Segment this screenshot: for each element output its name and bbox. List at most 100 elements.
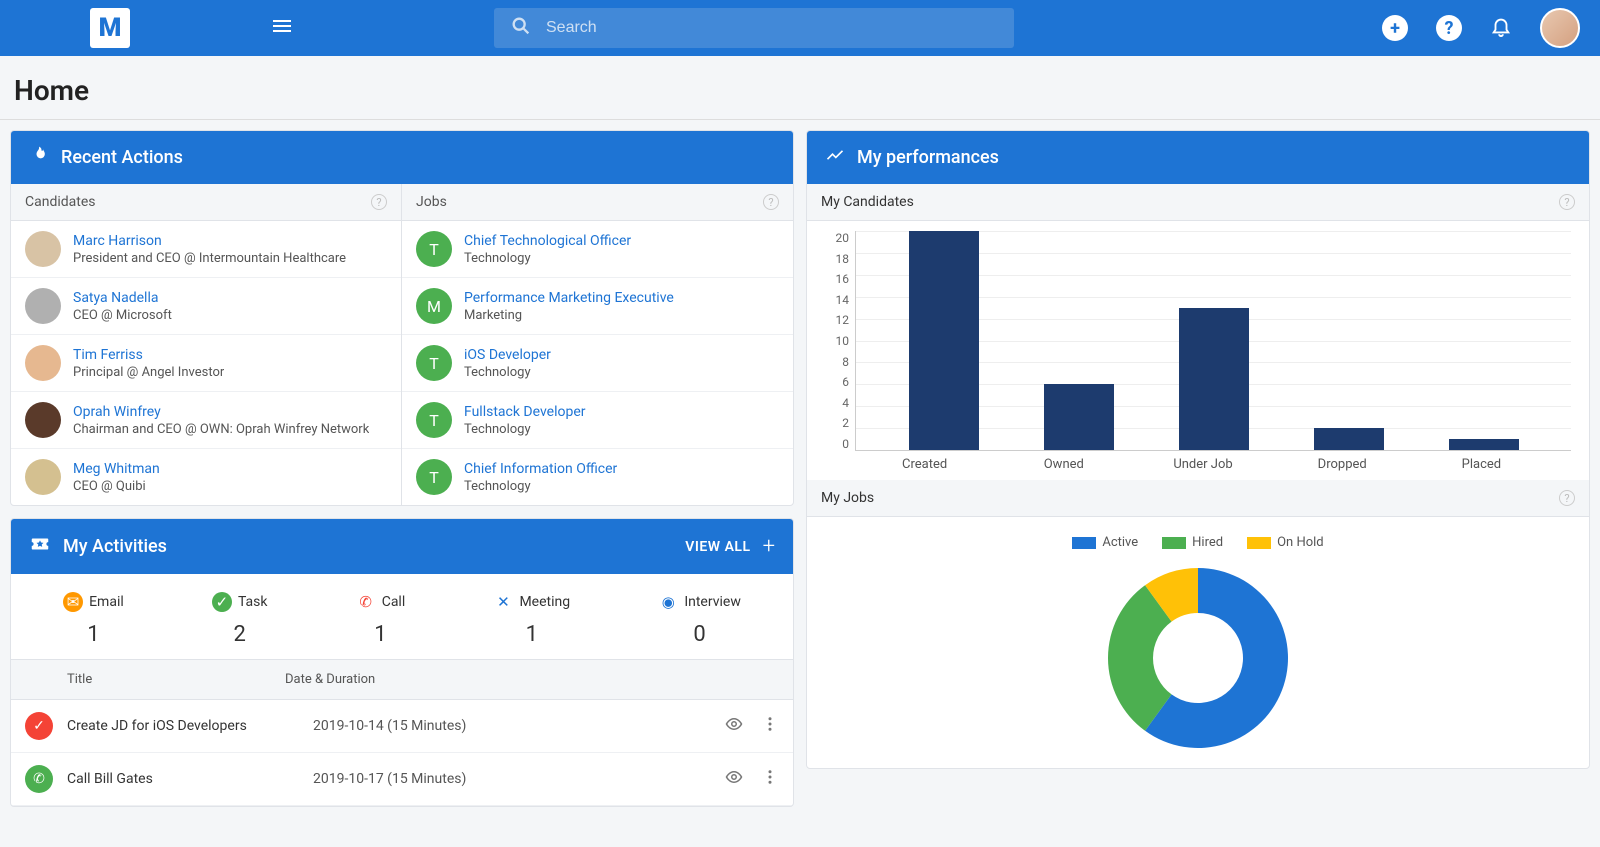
add-button[interactable]: +: [1382, 15, 1408, 41]
candidate-avatar: [25, 459, 61, 495]
view-icon[interactable]: [725, 768, 743, 790]
activities-table-header: Title Date & Duration: [11, 659, 793, 700]
candidate-row[interactable]: Marc Harrison President and CEO @ Interm…: [11, 221, 401, 278]
x-label: Dropped: [1273, 457, 1412, 472]
activity-row[interactable]: ✆ Call Bill Gates 2019-10-17 (15 Minutes…: [11, 753, 793, 806]
candidate-subtitle: CEO @ Microsoft: [73, 308, 172, 323]
column-date: Date & Duration: [285, 672, 779, 687]
candidate-row[interactable]: Meg Whitman CEO @ Quibi: [11, 449, 401, 505]
stat-icon: ✕: [493, 592, 513, 612]
more-icon[interactable]: [761, 715, 779, 737]
legend-item[interactable]: Hired: [1162, 535, 1223, 550]
help-icon[interactable]: ?: [1559, 194, 1575, 210]
job-subtitle: Marketing: [464, 308, 674, 323]
activity-stat[interactable]: ✆ Call 1: [356, 592, 406, 647]
recent-actions-header: Recent Actions: [11, 131, 793, 184]
job-subtitle: Technology: [464, 251, 631, 266]
view-icon[interactable]: [725, 715, 743, 737]
logo[interactable]: M: [90, 8, 130, 48]
more-icon[interactable]: [761, 768, 779, 790]
help-icon[interactable]: ?: [1559, 490, 1575, 506]
job-row[interactable]: M Performance Marketing Executive Market…: [402, 278, 793, 335]
notifications-button[interactable]: [1490, 15, 1512, 41]
candidate-avatar: [25, 345, 61, 381]
search-input[interactable]: [546, 19, 998, 37]
stat-icon: ✆: [356, 592, 376, 612]
user-avatar[interactable]: [1540, 8, 1580, 48]
candidate-row[interactable]: Tim Ferriss Principal @ Angel Investor: [11, 335, 401, 392]
candidate-name[interactable]: Marc Harrison: [73, 233, 346, 249]
job-name[interactable]: iOS Developer: [464, 347, 551, 363]
job-name[interactable]: Chief Technological Officer: [464, 233, 631, 249]
stat-value: 1: [493, 622, 570, 647]
my-candidates-label: My Candidates: [821, 194, 914, 210]
stat-label: Call: [382, 594, 406, 610]
help-icon[interactable]: ?: [371, 194, 387, 210]
activity-stat[interactable]: ✕ Meeting 1: [493, 592, 570, 647]
topbar-actions: + ?: [1382, 8, 1580, 48]
job-row[interactable]: T Chief Information Officer Technology: [402, 449, 793, 505]
activities-title: My Activities: [63, 536, 167, 557]
activity-stat[interactable]: ✓ Task 2: [212, 592, 268, 647]
job-badge: T: [416, 231, 452, 267]
job-row[interactable]: T Fullstack Developer Technology: [402, 392, 793, 449]
view-all-link[interactable]: VIEW ALL: [685, 539, 750, 555]
stat-value: 1: [63, 622, 124, 647]
activity-stat[interactable]: ✉ Email 1: [63, 592, 124, 647]
bar[interactable]: [1179, 308, 1249, 450]
y-tick: 0: [825, 437, 849, 451]
y-tick: 4: [825, 396, 849, 410]
candidate-name[interactable]: Oprah Winfrey: [73, 404, 369, 420]
legend-swatch: [1247, 537, 1271, 549]
job-row[interactable]: T Chief Technological Officer Technology: [402, 221, 793, 278]
job-name[interactable]: Fullstack Developer: [464, 404, 586, 420]
candidate-row[interactable]: Satya Nadella CEO @ Microsoft: [11, 278, 401, 335]
bar-chart: 20181614121086420 CreatedOwnedUnder JobD…: [807, 221, 1589, 480]
left-column: Recent Actions Candidates ? Marc Harriso…: [10, 130, 794, 807]
legend-item[interactable]: On Hold: [1247, 535, 1324, 550]
job-row[interactable]: T iOS Developer Technology: [402, 335, 793, 392]
recent-actions-title: Recent Actions: [61, 147, 183, 168]
activity-row[interactable]: ✓ Create JD for iOS Developers 2019-10-1…: [11, 700, 793, 753]
column-title: Title: [25, 672, 285, 687]
activities-header: My Activities VIEW ALL +: [11, 519, 793, 574]
activity-stat[interactable]: ◉ Interview 0: [658, 592, 741, 647]
candidate-name[interactable]: Tim Ferriss: [73, 347, 224, 363]
page-title: Home: [0, 56, 1600, 120]
bar[interactable]: [1449, 439, 1519, 450]
legend-swatch: [1162, 537, 1186, 549]
top-bar: M + ?: [0, 0, 1600, 56]
y-tick: 10: [825, 334, 849, 348]
search-box[interactable]: [494, 8, 1014, 48]
add-activity-button[interactable]: +: [763, 534, 775, 559]
candidate-name[interactable]: Satya Nadella: [73, 290, 172, 306]
candidate-subtitle: Chairman and CEO @ OWN: Oprah Winfrey Ne…: [73, 422, 369, 437]
stat-value: 2: [212, 622, 268, 647]
job-subtitle: Technology: [464, 479, 617, 494]
donut-chart: [807, 558, 1589, 768]
right-column: My performances My Candidates ? 20181614…: [806, 130, 1590, 807]
candidate-row[interactable]: Oprah Winfrey Chairman and CEO @ OWN: Op…: [11, 392, 401, 449]
candidate-subtitle: President and CEO @ Intermountain Health…: [73, 251, 346, 266]
bar[interactable]: [909, 231, 979, 450]
fire-icon: [29, 145, 49, 170]
help-icon[interactable]: ?: [763, 194, 779, 210]
stat-value: 1: [356, 622, 406, 647]
candidate-subtitle: CEO @ Quibi: [73, 479, 160, 494]
y-tick: 14: [825, 293, 849, 307]
my-jobs-header: My Jobs ?: [807, 480, 1589, 517]
candidates-column: Candidates ? Marc Harrison President and…: [11, 184, 402, 505]
y-tick: 8: [825, 355, 849, 369]
bar[interactable]: [1044, 384, 1114, 450]
legend-item[interactable]: Active: [1072, 535, 1138, 550]
job-name[interactable]: Chief Information Officer: [464, 461, 617, 477]
help-button[interactable]: ?: [1436, 15, 1462, 41]
candidate-name[interactable]: Meg Whitman: [73, 461, 160, 477]
x-label: Under Job: [1133, 457, 1272, 472]
job-name[interactable]: Performance Marketing Executive: [464, 290, 674, 306]
bar[interactable]: [1314, 428, 1384, 450]
performances-header: My performances: [807, 131, 1589, 184]
menu-button[interactable]: [270, 14, 294, 42]
activity-date: 2019-10-14 (15 Minutes): [313, 718, 725, 734]
y-tick: 12: [825, 313, 849, 327]
